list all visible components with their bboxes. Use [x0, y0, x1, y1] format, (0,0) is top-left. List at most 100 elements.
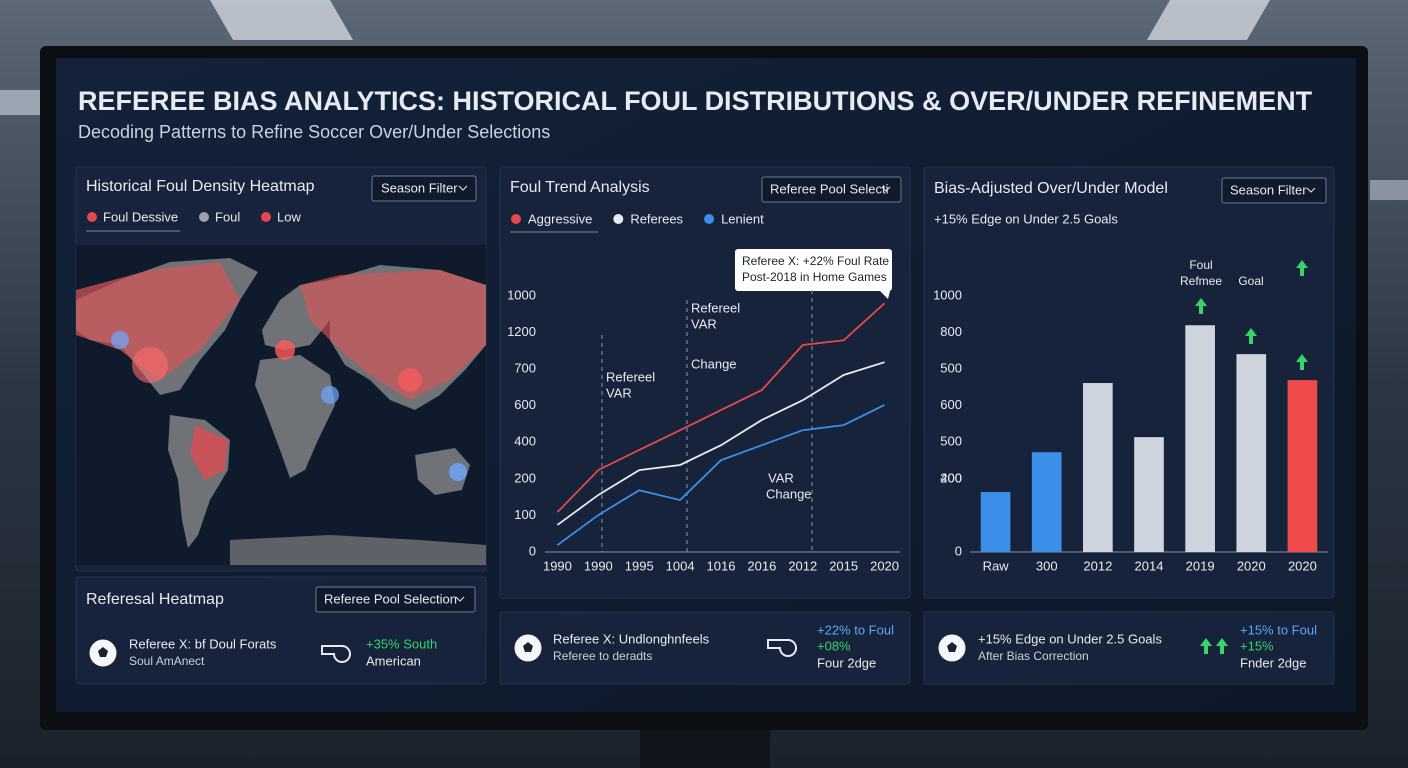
series-line: [556, 302, 886, 513]
stat: American: [366, 653, 421, 668]
dropdown-label: Referee Pool Selection: [324, 591, 457, 606]
x-tick-label: 1016: [707, 558, 736, 573]
heat-spot: [132, 347, 168, 383]
stat: +22% to Foul: [817, 622, 894, 637]
africa: [255, 355, 335, 478]
x-tick-label: 2020: [870, 558, 899, 573]
text: +15% Edge on Under 2.5 Goals: [978, 631, 1162, 646]
x-tick-label: 2020: [1288, 558, 1317, 573]
referee-pool-filter[interactable]: [761, 176, 902, 203]
y-tick-label: 200: [514, 470, 536, 485]
bottom-right-panel: [923, 611, 1335, 685]
x-tick-label: 1004: [666, 558, 695, 573]
ceiling-light: [1370, 180, 1408, 200]
panel-title: Foul Trend Analysis: [510, 179, 650, 196]
heat-spot: [398, 368, 422, 392]
panel-title: Bias-Adjusted Over/Under Model: [934, 180, 1168, 197]
text: Soul AmAnect: [129, 654, 205, 668]
callout-text: Post-2018 in Home Games: [742, 270, 887, 284]
y-tick-label: 600: [514, 397, 536, 412]
y-tick-label: 0: [955, 543, 962, 558]
heat-region: [190, 425, 228, 480]
y-tick-label: 100: [514, 507, 536, 522]
text: After Bias Correction: [978, 649, 1089, 663]
heat-region: [300, 270, 486, 400]
series-line: [556, 361, 885, 526]
ceiling-light: [1146, 0, 1270, 40]
y-tick-label: 600: [940, 397, 962, 412]
australia: [415, 448, 470, 495]
antarctica: [230, 535, 486, 565]
x-tick-label: 2012: [788, 558, 817, 573]
legend-dot: [87, 212, 97, 222]
bar: [1287, 380, 1318, 552]
cool-spot: [449, 463, 467, 481]
legend-dot: [511, 214, 521, 224]
panel-title: Referesal Heatmap: [86, 591, 224, 608]
annotation: Refereel: [606, 369, 655, 384]
up-arrow: [1296, 260, 1308, 276]
annotation: Change: [766, 486, 812, 501]
referee-pool-filter[interactable]: [315, 586, 476, 613]
dropdown-caret: [881, 186, 891, 192]
whistle-icon: [321, 645, 351, 663]
legend-dot: [261, 212, 271, 222]
y-tick-label: 0: [529, 543, 536, 558]
stat: +15% to Foul: [1240, 622, 1317, 637]
stat: Four 2dge: [817, 655, 876, 670]
world-map: [76, 245, 486, 565]
y-tick-label: 1000: [507, 287, 536, 302]
up-arrow: [1296, 354, 1308, 370]
legend-label: Foul Dessive: [103, 209, 178, 224]
up-arrows: [1195, 260, 1308, 370]
y-tick-label: 700: [514, 361, 536, 376]
dropdown-caret: [1306, 187, 1316, 193]
callout-pointer: [880, 291, 890, 299]
dropdown-caret: [458, 185, 468, 191]
heat-spot: [275, 340, 295, 360]
ball-patch: [947, 642, 957, 652]
stat: +35% South: [366, 636, 437, 651]
x-tick-label: 1995: [625, 558, 654, 573]
edge-label: +15% Edge on Under 2.5 Goals: [934, 211, 1118, 226]
dropdown-label: Referee Pool Selecti: [770, 181, 889, 196]
y-tick-label: 1000: [933, 287, 962, 302]
text: Referee X: bf Doul Forats: [129, 636, 277, 651]
bottom-mid-panel: [499, 611, 911, 685]
text: Referee to deradts: [553, 649, 652, 663]
dropdown-caret: [455, 596, 465, 602]
y-tick-label: 500: [940, 361, 962, 376]
bar: [1083, 383, 1113, 552]
stat: Fnder 2dge: [1240, 655, 1307, 670]
annotation: VAR: [606, 385, 632, 400]
x-tick-label: 300: [1036, 558, 1058, 573]
bar: [980, 492, 1011, 552]
annotation: Refmee: [1180, 274, 1222, 288]
subtitle: Decoding Patterns to Refine Soccer Over/…: [78, 122, 550, 142]
whistle-icon: [767, 639, 797, 657]
season-filter[interactable]: [1221, 177, 1327, 204]
season-filter[interactable]: [371, 175, 477, 202]
bar: [1185, 325, 1215, 552]
x-tick-label: Raw: [983, 558, 1010, 573]
ceiling-light: [0, 90, 40, 115]
annotation: Change: [691, 356, 737, 371]
cool-spot: [321, 386, 339, 404]
series-line: [556, 404, 885, 546]
up-arrow: [1245, 328, 1257, 344]
callout-text: Referee X: +22% Foul Rate: [742, 254, 889, 268]
y-tick-label: 500: [940, 434, 962, 449]
monitor-stand: [640, 728, 770, 768]
bar: [1031, 452, 1062, 552]
x-tick-label: 2019: [1186, 558, 1215, 573]
panel-title: Historical Foul Density Heatmap: [86, 178, 315, 195]
model-panel: [923, 166, 1335, 599]
legend-label: Referees: [630, 211, 683, 226]
callout-box: [735, 249, 892, 291]
annotation: Foul: [1189, 258, 1212, 272]
dropdown-label: Season Filter: [381, 180, 458, 195]
annotation: VAR: [691, 316, 717, 331]
y-tick-label: 400: [940, 470, 962, 485]
title: REFEREE BIAS ANALYTICS: HISTORICAL FOUL …: [78, 86, 1313, 116]
